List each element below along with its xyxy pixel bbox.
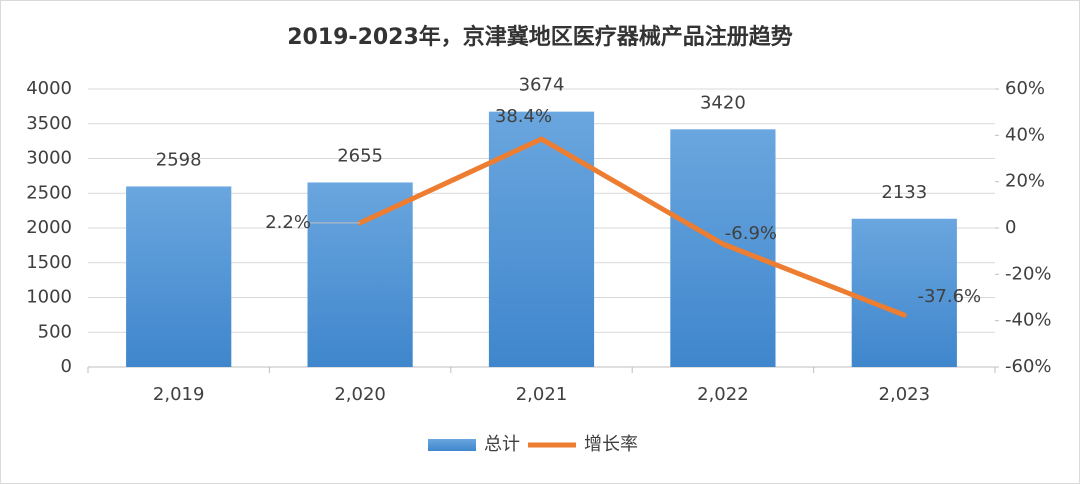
line-value-label: 38.4% bbox=[495, 106, 552, 127]
bar-value-label: 2133 bbox=[881, 182, 927, 203]
y-tick-label: 1500 bbox=[26, 252, 72, 273]
y2-tick-label: -40% bbox=[1005, 310, 1052, 331]
bar bbox=[307, 182, 413, 367]
y2-tick-label: 0 bbox=[1005, 217, 1016, 238]
x-tick-label: 2,023 bbox=[879, 384, 931, 405]
x-tick-label: 2,022 bbox=[697, 384, 749, 405]
legend-swatch bbox=[428, 439, 476, 451]
x-tick-label: 2,021 bbox=[516, 384, 568, 405]
chart-title: 2019-2023年，京津冀地区医疗器械产品注册趋势 bbox=[287, 24, 793, 50]
bar bbox=[670, 129, 776, 367]
y-tick-label: 3500 bbox=[26, 113, 72, 134]
bar-value-label: 2655 bbox=[337, 145, 383, 166]
y2-tick-label: 20% bbox=[1005, 171, 1045, 192]
bar-value-label: 3420 bbox=[700, 92, 746, 113]
legend-label: 总计 bbox=[484, 434, 520, 455]
y2-tick-label: 60% bbox=[1005, 78, 1045, 99]
line bbox=[357, 136, 907, 318]
y-tick-label: 3000 bbox=[26, 148, 72, 169]
y-tick-label: 500 bbox=[38, 321, 72, 342]
legend-label: 增长率 bbox=[584, 434, 638, 455]
bar bbox=[126, 186, 232, 367]
y-tick-label: 2500 bbox=[26, 182, 72, 203]
y2-tick-label: 40% bbox=[1005, 124, 1045, 145]
y2-tick-label: -60% bbox=[1005, 356, 1052, 377]
bar bbox=[488, 111, 595, 367]
y-tick-label: 0 bbox=[61, 356, 72, 377]
x-tick-label: 2,020 bbox=[334, 384, 386, 405]
line-value-label: -37.6% bbox=[917, 286, 981, 307]
bar bbox=[851, 218, 957, 367]
x-tick-label: 2,019 bbox=[153, 384, 205, 405]
line-value-label: 2.2% bbox=[265, 212, 311, 233]
line-value-label: -6.9% bbox=[725, 223, 777, 244]
bar-value-label: 2598 bbox=[156, 149, 202, 170]
bar-value-label: 3674 bbox=[519, 75, 565, 96]
y-tick-label: 1000 bbox=[26, 287, 72, 308]
y-tick-label: 4000 bbox=[26, 78, 72, 99]
y-tick-label: 2000 bbox=[26, 217, 72, 238]
y2-tick-label: -20% bbox=[1005, 263, 1052, 284]
